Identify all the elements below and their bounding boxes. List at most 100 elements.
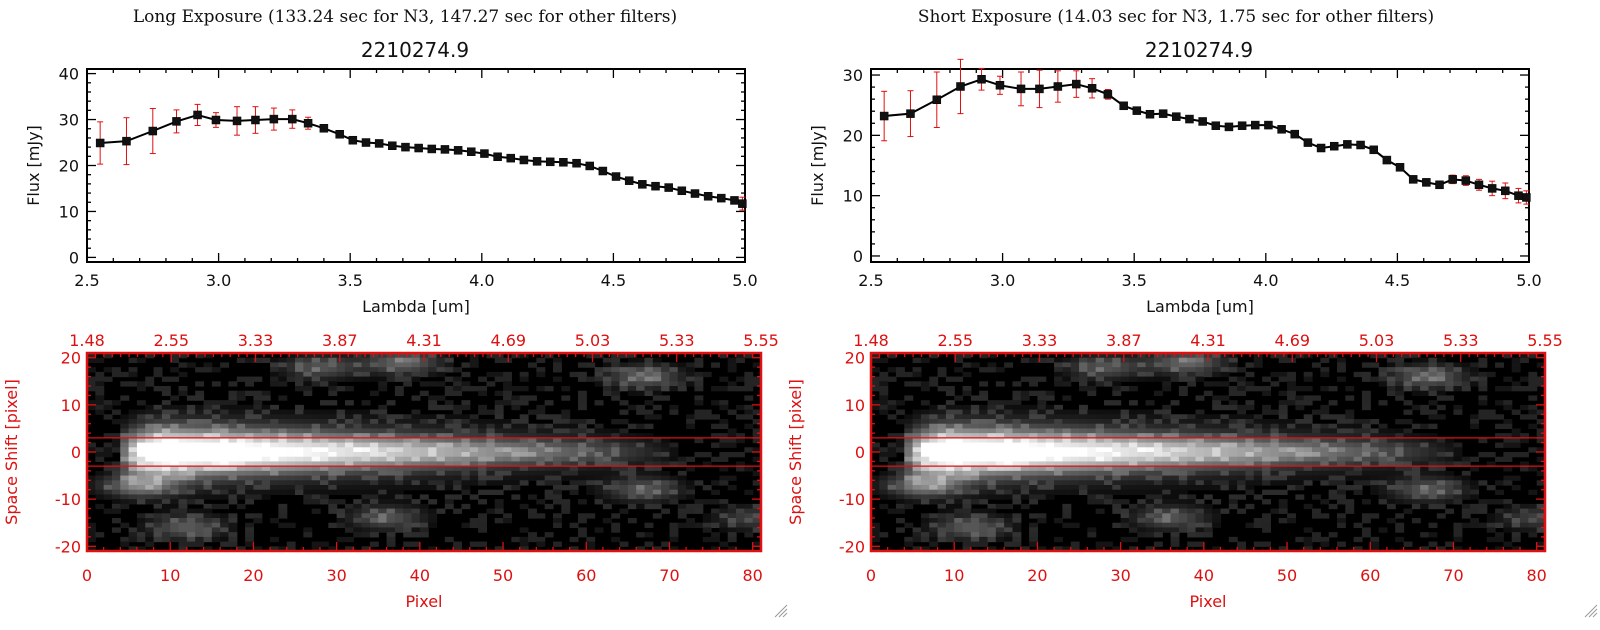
image-pixel [871, 404, 880, 411]
image-pixel [261, 423, 271, 430]
image-pixel [186, 456, 196, 463]
image-pixel [594, 470, 604, 477]
image-pixel [1137, 461, 1147, 467]
image-pixel [1262, 475, 1272, 481]
data-point [1211, 121, 1221, 130]
image-pixel [403, 371, 413, 378]
data-point [361, 138, 371, 147]
image-pixel [1087, 414, 1097, 420]
image-pixel [1153, 353, 1163, 359]
image-pixel [937, 437, 947, 444]
data-point [1474, 180, 1484, 190]
image-pixel [1287, 485, 1296, 491]
image-pixel [594, 475, 604, 481]
image-pixel [419, 527, 429, 533]
image-pixel [253, 518, 263, 524]
image-pixel [1403, 447, 1413, 453]
image-pixel [1262, 513, 1272, 519]
image-pixel [295, 371, 304, 378]
image-pixel [394, 466, 404, 472]
image-pixel [1203, 522, 1213, 529]
image-pixel [245, 475, 255, 481]
image-pixel [236, 456, 246, 463]
image-pixel [461, 475, 471, 481]
image-pixel [929, 466, 939, 472]
image-pixel [1062, 442, 1072, 448]
image-pixel [552, 414, 562, 420]
image-pixel [652, 414, 662, 420]
image-pixel [386, 508, 396, 514]
image-pixel [1312, 362, 1321, 368]
image-pixel [186, 414, 196, 420]
image-pixel [904, 414, 914, 420]
image-pixel [386, 452, 396, 458]
image-pixel [644, 414, 654, 420]
image-pixel [411, 437, 421, 444]
image-pixel [1203, 442, 1213, 448]
image-pixel [528, 447, 537, 453]
image-pixel [987, 362, 997, 368]
image-pixel [644, 437, 654, 444]
image-pixel [1004, 518, 1014, 524]
image-pixel [444, 404, 454, 411]
image-pixel [1012, 461, 1022, 467]
image-pixel [594, 447, 604, 453]
image-pixel [1054, 461, 1063, 467]
image-pixel [478, 447, 488, 453]
image-pixel [1103, 437, 1113, 444]
image-pixel [636, 442, 646, 448]
image-pixel [195, 513, 205, 519]
image-pixel [1162, 353, 1172, 359]
image-pixel [195, 414, 205, 420]
image-pixel [253, 433, 263, 439]
image-pixel [1228, 536, 1238, 543]
image-pixel [1287, 480, 1296, 486]
image-pixel [145, 494, 155, 500]
image-pixel [444, 386, 454, 392]
image-pixel [719, 499, 729, 505]
image-pixel [128, 357, 138, 364]
image-pixel [995, 433, 1005, 439]
image-pixel [904, 499, 914, 505]
image-pixel [1137, 447, 1147, 453]
image-pixel [727, 518, 737, 524]
image-pixel [528, 423, 537, 430]
image-pixel [552, 522, 562, 529]
image-pixel [1228, 437, 1238, 444]
image-pixel [1162, 409, 1172, 415]
image-pixel [1054, 489, 1063, 496]
data-point [95, 138, 105, 148]
image-pixel [1478, 395, 1488, 401]
image-pixel [419, 485, 429, 491]
image-pixel [419, 437, 429, 444]
image-pixel [211, 414, 221, 420]
data-point [288, 114, 297, 124]
image-pixel [544, 456, 554, 463]
image-pixel [228, 518, 238, 524]
image-pixel [386, 456, 396, 463]
image-pixel [253, 376, 263, 382]
image-pixel [261, 456, 271, 463]
image-pixel [561, 508, 571, 514]
image-pixel [912, 414, 922, 420]
image-pixel [895, 409, 905, 415]
image-pixel [1128, 428, 1138, 434]
image-pixel [1029, 447, 1039, 453]
image-pixel [895, 371, 905, 378]
image-pixel [511, 404, 521, 411]
image-pixel [987, 503, 997, 510]
image-pixel [344, 456, 354, 463]
image-pixel [644, 503, 654, 510]
image-pixel [153, 503, 163, 510]
image-pixel [1128, 475, 1138, 481]
image-pixel [336, 522, 346, 529]
data-point [1132, 106, 1142, 115]
image-pixel [1336, 437, 1346, 444]
image-pixel [1320, 437, 1330, 444]
image-pixel [494, 376, 504, 382]
image-pixel [303, 485, 313, 491]
image-pixel [1228, 357, 1238, 364]
image-pixel [469, 466, 479, 472]
data-point [1053, 82, 1063, 91]
image-pixel [319, 461, 329, 467]
